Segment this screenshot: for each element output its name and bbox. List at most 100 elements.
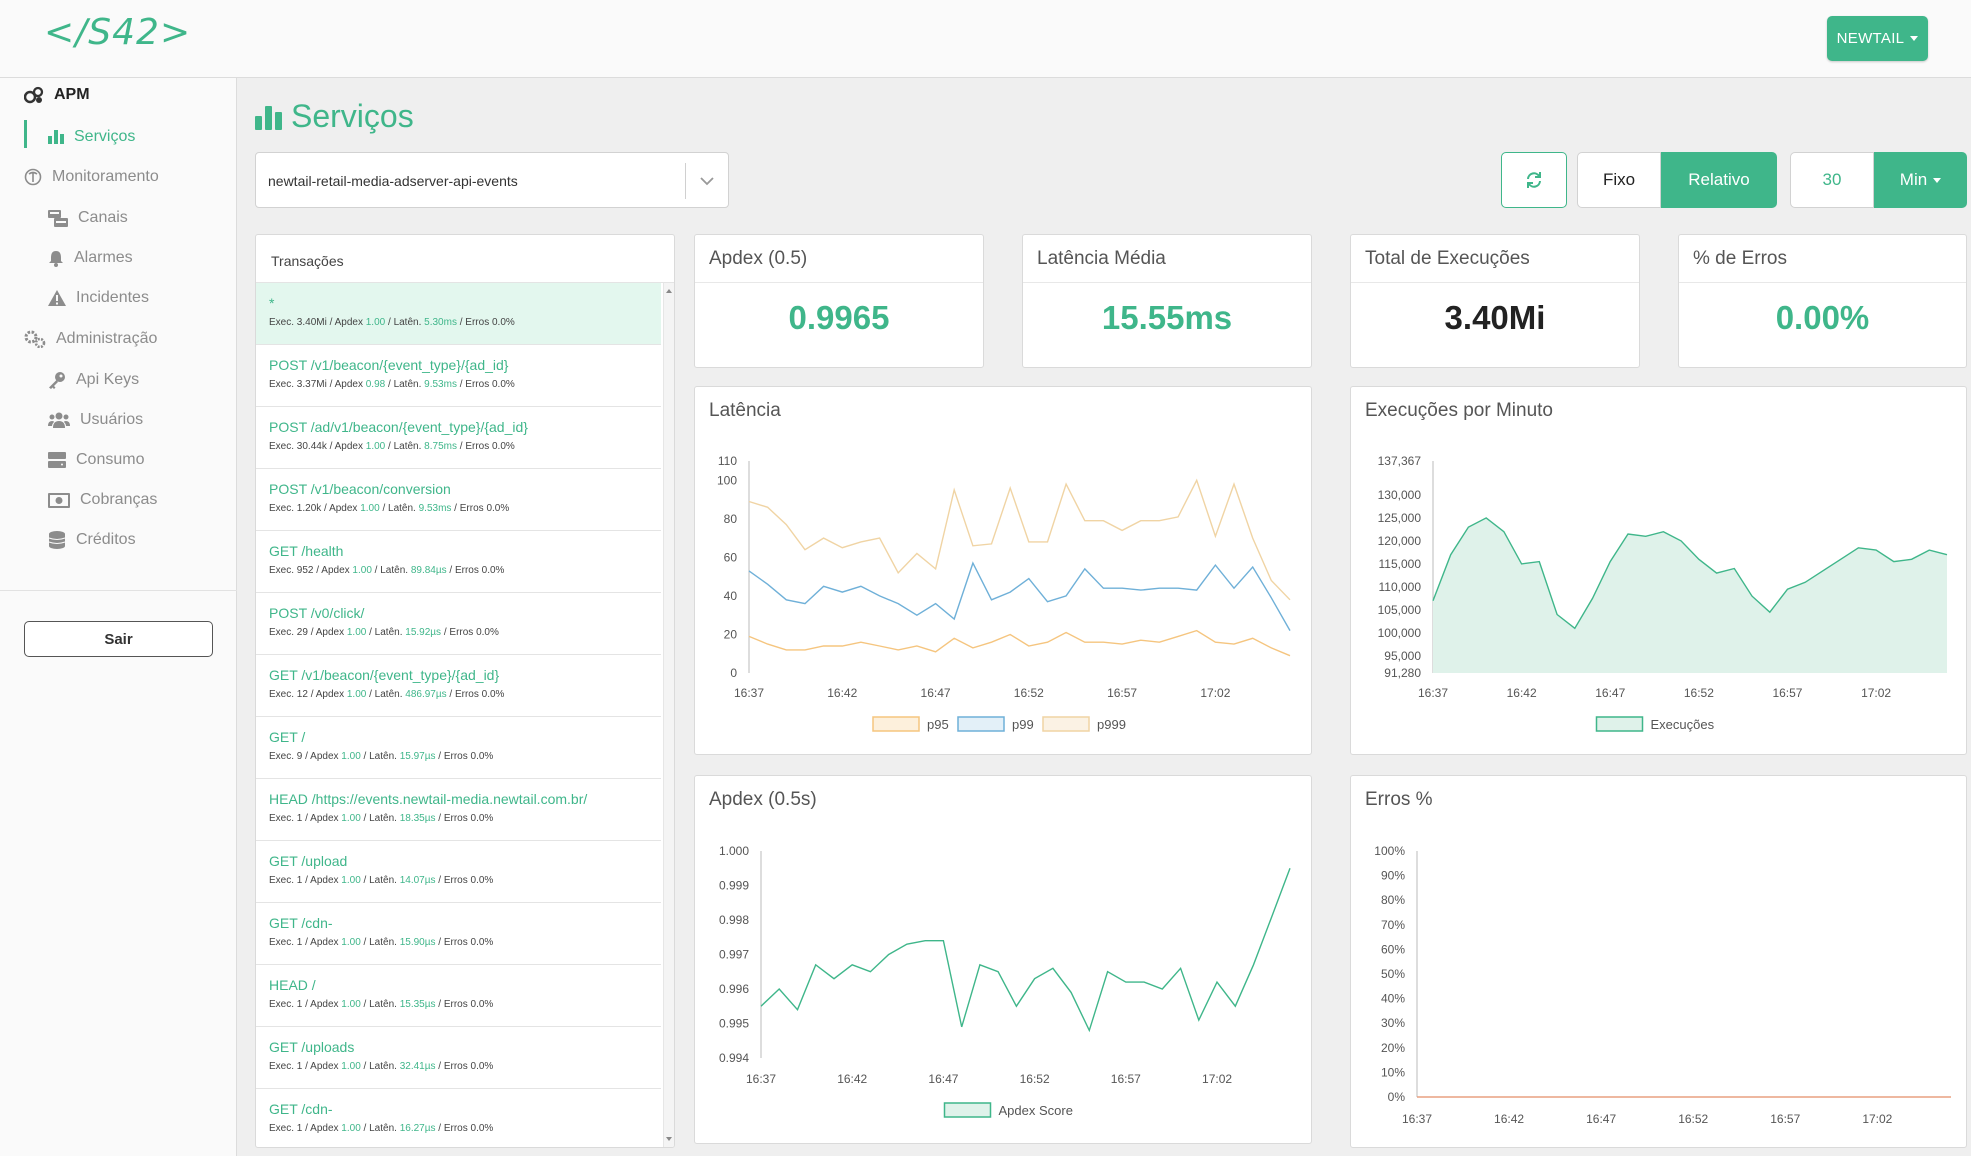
transaction-stats: Exec. 1 / Apdex 1.00 / Latên. 32.41µs / …: [269, 1061, 494, 1072]
latency-value: 15.97µs: [399, 751, 436, 762]
series-area-execuções: [1433, 517, 1947, 673]
apdex-chart: 0.994 0.995 0.996 0.997 0.998 0.999 1.000 16:37…: [719, 844, 1291, 1118]
sidebar-item-alarmes[interactable]: Alarmes: [48, 249, 133, 267]
metric-card-errors: % de Erros 0.00%: [1678, 234, 1967, 368]
transaction-row[interactable]: GET /health Exec. 952 / Apdex 1.00 / Latê…: [256, 531, 661, 593]
apdex-label: Apdex: [334, 379, 363, 390]
x-tick-label: 16:52: [1014, 686, 1044, 700]
cogs-icon: [24, 86, 44, 104]
transaction-stats: Exec. 9 / Apdex 1.00 / Latên. 15.97µs / …: [269, 751, 494, 762]
sidebar-item-monitoramento[interactable]: Monitoramento: [24, 168, 159, 186]
errors-label: Erros: [465, 317, 490, 328]
sidebar-item-servicos[interactable]: Serviços: [48, 128, 135, 146]
transaction-title: GET /health: [269, 543, 344, 559]
chart-title: Erros %: [1365, 789, 1433, 810]
errors-label: Erros: [443, 999, 468, 1010]
scroll-up-icon[interactable]: [666, 289, 672, 293]
transaction-row[interactable]: POST /v0/click/Exec. 29 / Apdex 1.00 / L…: [256, 593, 661, 655]
sidebar-item-apm[interactable]: APM: [24, 86, 90, 104]
user-menu-button[interactable]: NEWTAIL: [1827, 16, 1928, 61]
transaction-row[interactable]: HEAD / Exec. 1 / Apdex 1.00 / Latên. 15.3…: [256, 965, 661, 1027]
x-tick-label: 17:02: [1862, 1112, 1892, 1126]
sidebar-item-creditos[interactable]: Créditos: [48, 531, 136, 549]
errors-value: 0.0%: [476, 627, 499, 638]
sidebar-item-cobrancas[interactable]: Cobranças: [48, 491, 157, 509]
y-tick-label: 91,280: [1384, 666, 1421, 680]
transaction-title: POST /v1/beacon/{event_type}/{ad_id}: [269, 357, 509, 373]
x-tick-label: 17:02: [1200, 686, 1230, 700]
chevron-down-icon[interactable]: [696, 170, 718, 192]
refresh-button[interactable]: [1501, 152, 1567, 208]
bar-chart-icon: [48, 130, 64, 144]
legend-swatch: [1595, 716, 1644, 732]
y-tick-label: 0.996: [719, 982, 749, 996]
sidebar-item-administracao[interactable]: Administração: [24, 330, 157, 348]
latency-value: 9.53ms: [418, 503, 452, 514]
x-tick-label: 16:42: [827, 686, 857, 700]
transaction-title: GET /v1/beacon/{event_type}/{ad_id}: [269, 667, 500, 683]
transaction-row[interactable]: POST /ad/v1/beacon/{event_type}/{ad_id} E…: [256, 407, 661, 469]
errors-label: Erros: [449, 627, 474, 638]
x-tick-label: 16:57: [1770, 1112, 1800, 1126]
transaction-row[interactable]: GET /upload Exec. 1 / Apdex 1.00 / Latên.…: [256, 841, 661, 903]
time-window-input[interactable]: 30: [1790, 152, 1874, 208]
apdex-label: Apdex: [310, 875, 339, 886]
transaction-row[interactable]: POST /v1/beacon/conversion Exec. 1.20k / …: [256, 469, 661, 531]
transaction-title: POST /ad/v1/beacon/{event_type}/{ad_id}: [269, 419, 528, 435]
fixed-mode-button[interactable]: Fixo: [1577, 152, 1661, 208]
apdex-value: 1.00: [341, 937, 361, 948]
time-unit-dropdown[interactable]: Min: [1874, 152, 1967, 208]
y-tick-label: 110,000: [1379, 580, 1422, 594]
sidebar-item-canais[interactable]: Canais: [48, 209, 128, 227]
scrollbar[interactable]: [663, 283, 674, 1147]
errors-value: 0.0%: [470, 1061, 494, 1072]
latency-label: Latên.: [393, 441, 422, 452]
transaction-title: HEAD /: [269, 977, 316, 993]
x-tick-label: 16:42: [1507, 686, 1537, 700]
top-bar: </S42> NEWTAIL: [0, 0, 1971, 78]
latency-value: 18.35µs: [399, 813, 436, 824]
transaction-row[interactable]: POST /v1/beacon/{event_type}/{ad_id} Exec…: [256, 345, 661, 407]
sidebar-item-label: Consumo: [76, 451, 145, 468]
legend-label: p99: [1012, 717, 1034, 732]
x-tick-label: 16:47: [1586, 1112, 1616, 1126]
exec-value: 1: [296, 813, 303, 824]
series-line-p95: [748, 629, 1291, 657]
transaction-row[interactable]: GET / Exec. 9 / Apdex 1.00 / Latên. 15.97…: [256, 717, 661, 779]
transaction-row[interactable]: GET /cdn- Exec. 1 / Apdex 1.00 / Latên. 1…: [256, 903, 661, 965]
bell-icon: [49, 250, 63, 267]
exec-label: Exec.: [269, 503, 295, 514]
y-tick-label: 115,000: [1379, 557, 1422, 571]
scroll-down-icon[interactable]: [666, 1137, 672, 1141]
logout-button[interactable]: Sair: [24, 621, 213, 657]
latency-value: 32.41µs: [399, 1061, 436, 1072]
transaction-row[interactable]: GET /uploads Exec. 1 / Apdex 1.00 / Latên…: [256, 1027, 661, 1089]
latency-label: Latên.: [388, 503, 416, 514]
errors-label: Erros: [443, 813, 468, 824]
sidebar-item-api-keys[interactable]: Api Keys: [48, 371, 139, 389]
sidebar-item-label: Api Keys: [76, 371, 140, 388]
transaction-row[interactable]: GET /cdn- Exec. 1 / Apdex 1.00 / Latên. 1…: [256, 1089, 661, 1147]
sidebar-item-consumo[interactable]: Consumo: [48, 451, 144, 469]
warning-icon: [48, 290, 66, 306]
y-tick-label: 80%: [1381, 893, 1405, 907]
transaction-stats: Exec. 1 / Apdex 1.00 / Latên. 15.90µs / …: [269, 937, 494, 948]
sidebar-item-incidentes[interactable]: Incidentes: [48, 289, 149, 307]
sidebar-item-usuarios[interactable]: Usuários: [48, 411, 143, 429]
y-tick-label: 0.995: [719, 1017, 749, 1031]
chart-title: Apdex (0.5s): [709, 789, 817, 810]
errors-value: 0.0%: [481, 565, 505, 576]
x-tick-label: 17:02: [1861, 686, 1891, 700]
select-divider: [685, 163, 686, 199]
sidebar: APM Serviços Monitoramento Canais Alarme…: [0, 78, 237, 1156]
transaction-row[interactable]: GET /v1/beacon/{event_type}/{ad_id} Exec.…: [256, 655, 661, 717]
transaction-row[interactable]: HEAD /https://events.newtail-media.newta…: [256, 779, 661, 841]
service-select[interactable]: newtail-retail-media-adserver-api-events: [255, 152, 729, 208]
errors-label: Erros: [454, 565, 479, 576]
exec-value: 1: [296, 1123, 303, 1134]
transaction-row[interactable]: * Exec. 3.40Mi / Apdex 1.00 / Latên. 5.30…: [256, 283, 661, 345]
errors-value: 0.0%: [486, 503, 510, 514]
y-tick-label: 137,367: [1378, 454, 1422, 468]
relative-mode-button[interactable]: Relativo: [1661, 152, 1777, 208]
logo[interactable]: </S42>: [44, 12, 192, 53]
